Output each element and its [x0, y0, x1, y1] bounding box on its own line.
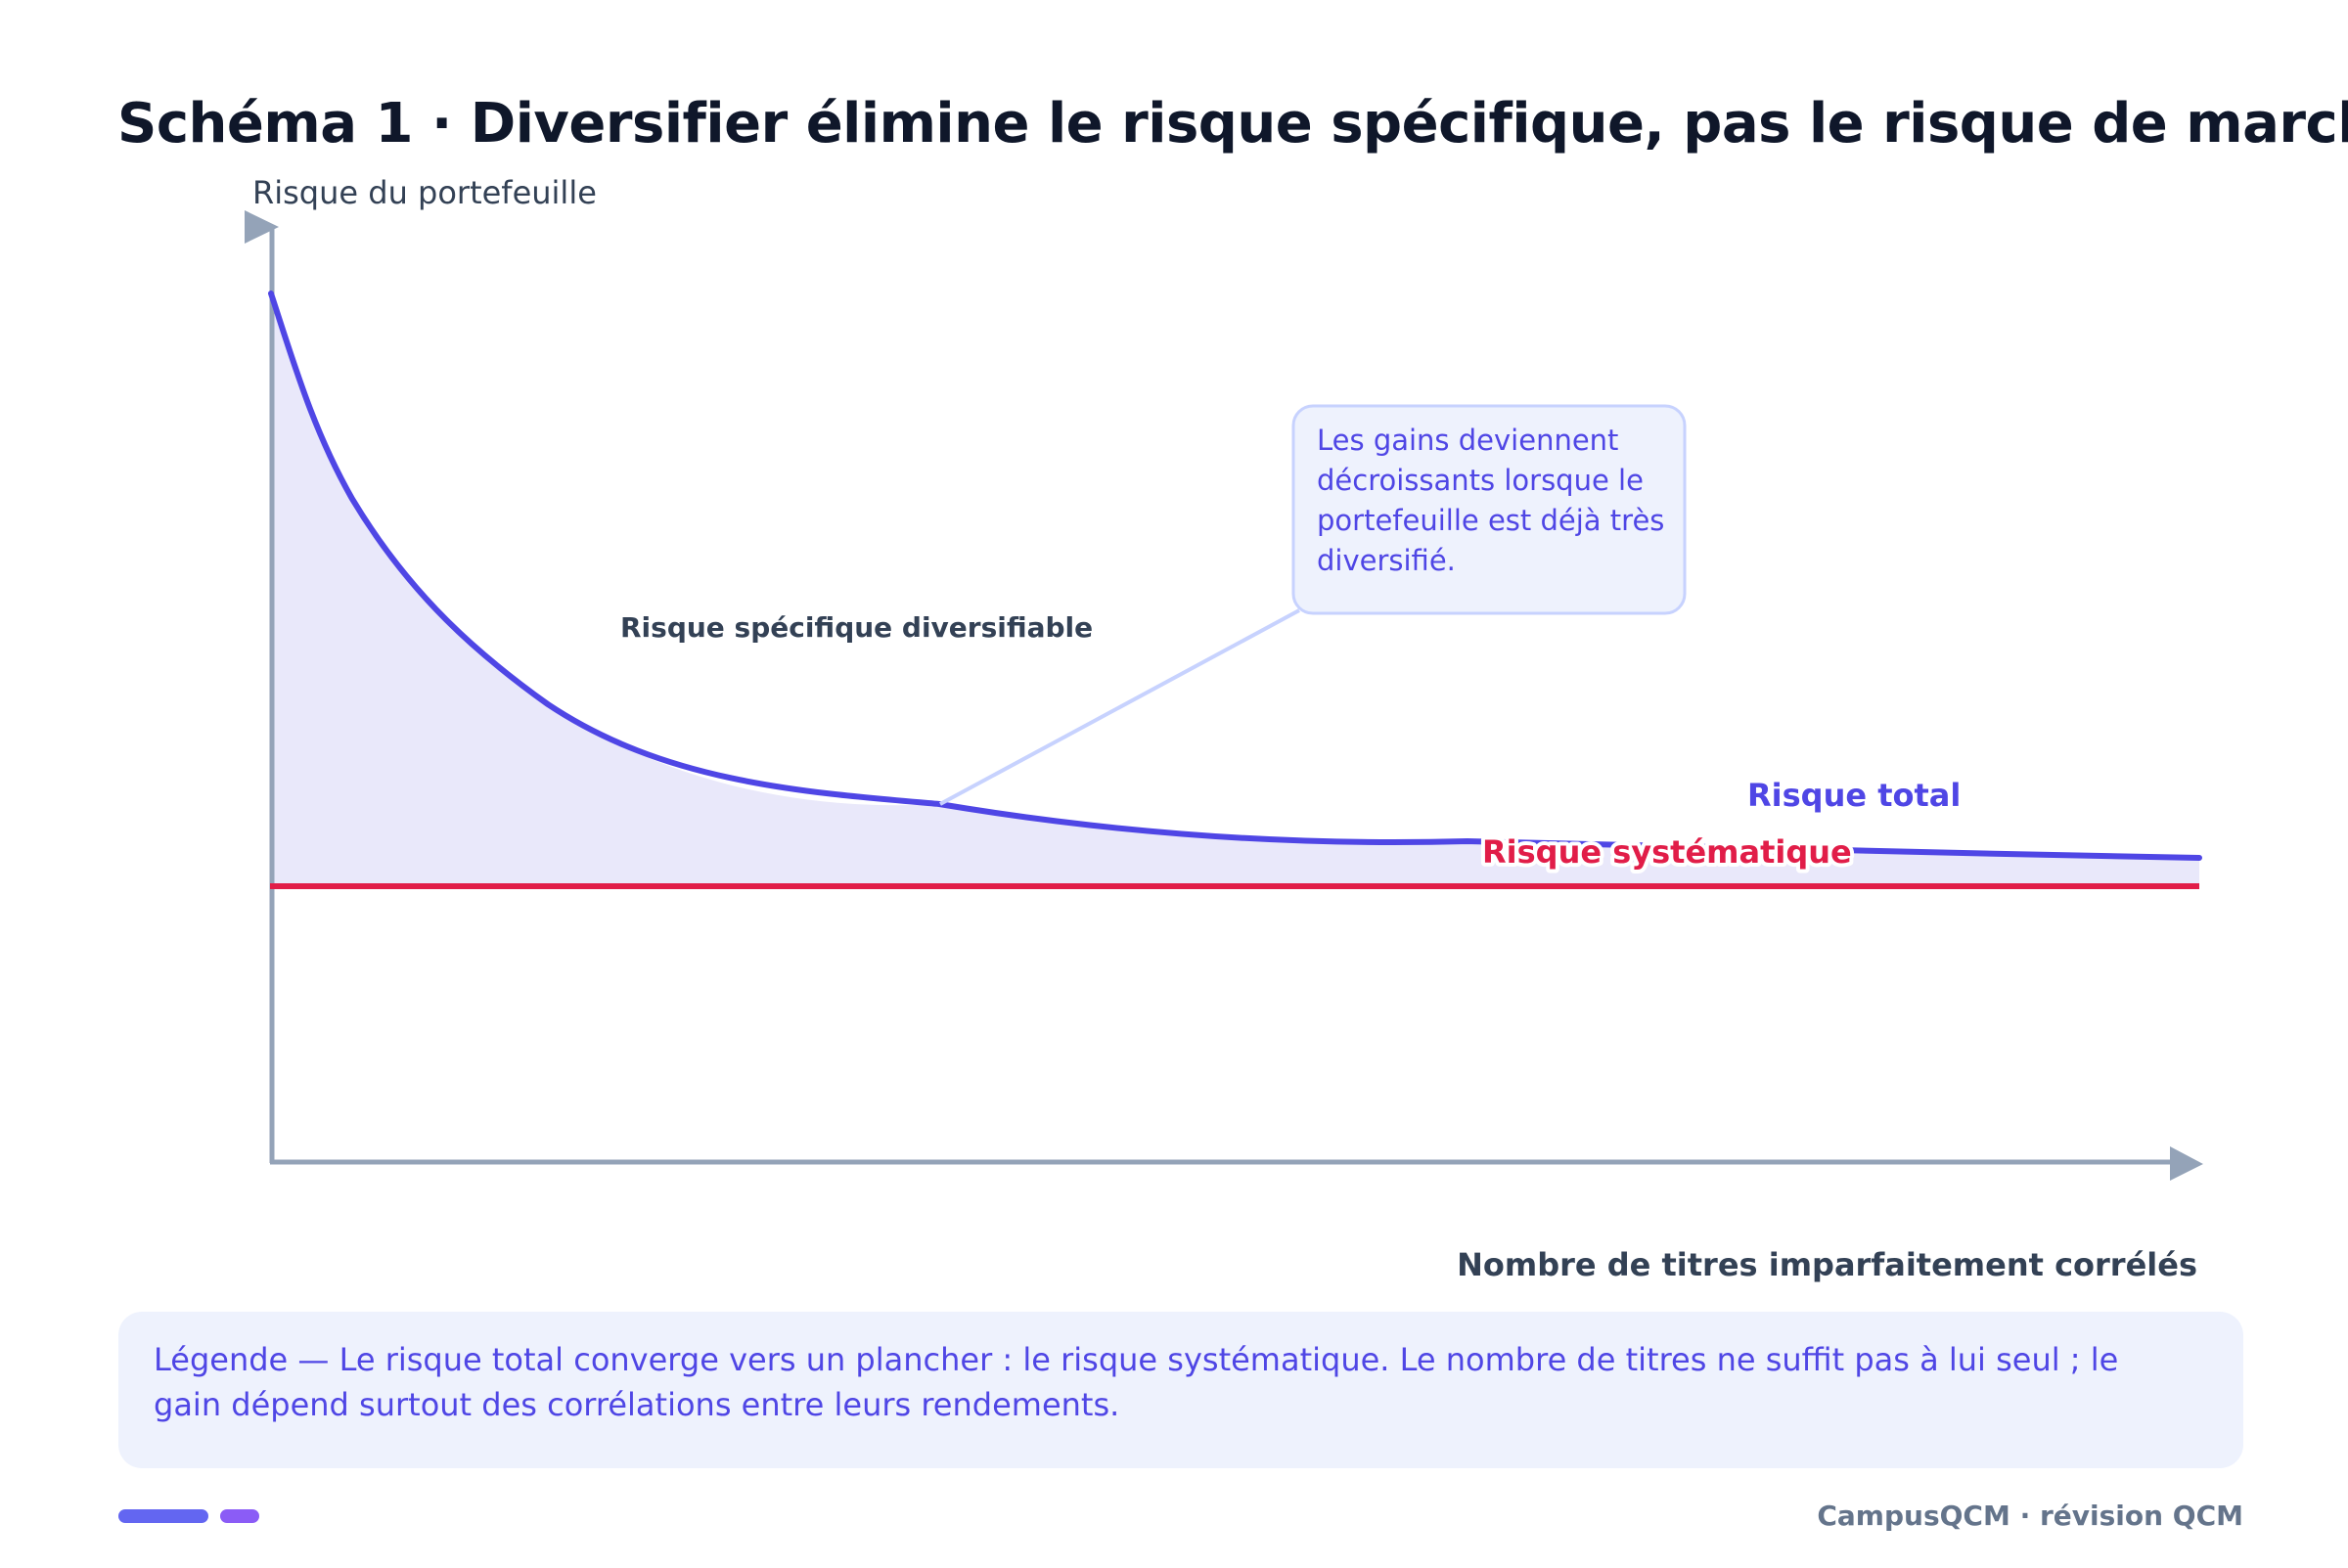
- callout-line: portefeuille est déjà très: [1317, 504, 1664, 537]
- legend-box: Légende — Le risque total converge vers …: [118, 1312, 2243, 1468]
- specific-risk-area: [271, 293, 2199, 886]
- callout-line: diversifié.: [1317, 544, 1456, 577]
- total-risk-curve: [268, 291, 2202, 861]
- footer-brand: CampusQCM · révision QCM: [1817, 1500, 2243, 1532]
- callout-connector: [939, 608, 1300, 806]
- y-axis-label: Risque du portefeuille: [252, 174, 597, 211]
- callout-line: Les gains deviennent: [1317, 424, 1618, 457]
- legend-text: Légende — Le risque total converge vers …: [154, 1341, 2119, 1423]
- footer-accent-pill-small: [220, 1509, 259, 1523]
- x-axis-arrow-icon: [2170, 1146, 2203, 1181]
- x-axis-label: Nombre de titres imparfaitement corrélés: [1457, 1246, 2197, 1283]
- footer-accent-pill: [118, 1509, 208, 1523]
- y-axis-arrow-icon: [245, 210, 279, 244]
- callout-text: Les gains deviennent décroissants lorsqu…: [1317, 424, 1674, 577]
- callout-line: décroissants lorsque le: [1317, 464, 1644, 497]
- callout-box: [1291, 404, 1687, 615]
- total-risk-label: Risque total: [1747, 777, 1961, 814]
- specific-risk-label: Risque spécifique diversifiable: [620, 611, 1093, 644]
- systematic-risk-label: Risque systématique: [1482, 833, 1852, 871]
- page-title: Schéma 1 · Diversifier élimine le risque…: [117, 92, 2348, 156]
